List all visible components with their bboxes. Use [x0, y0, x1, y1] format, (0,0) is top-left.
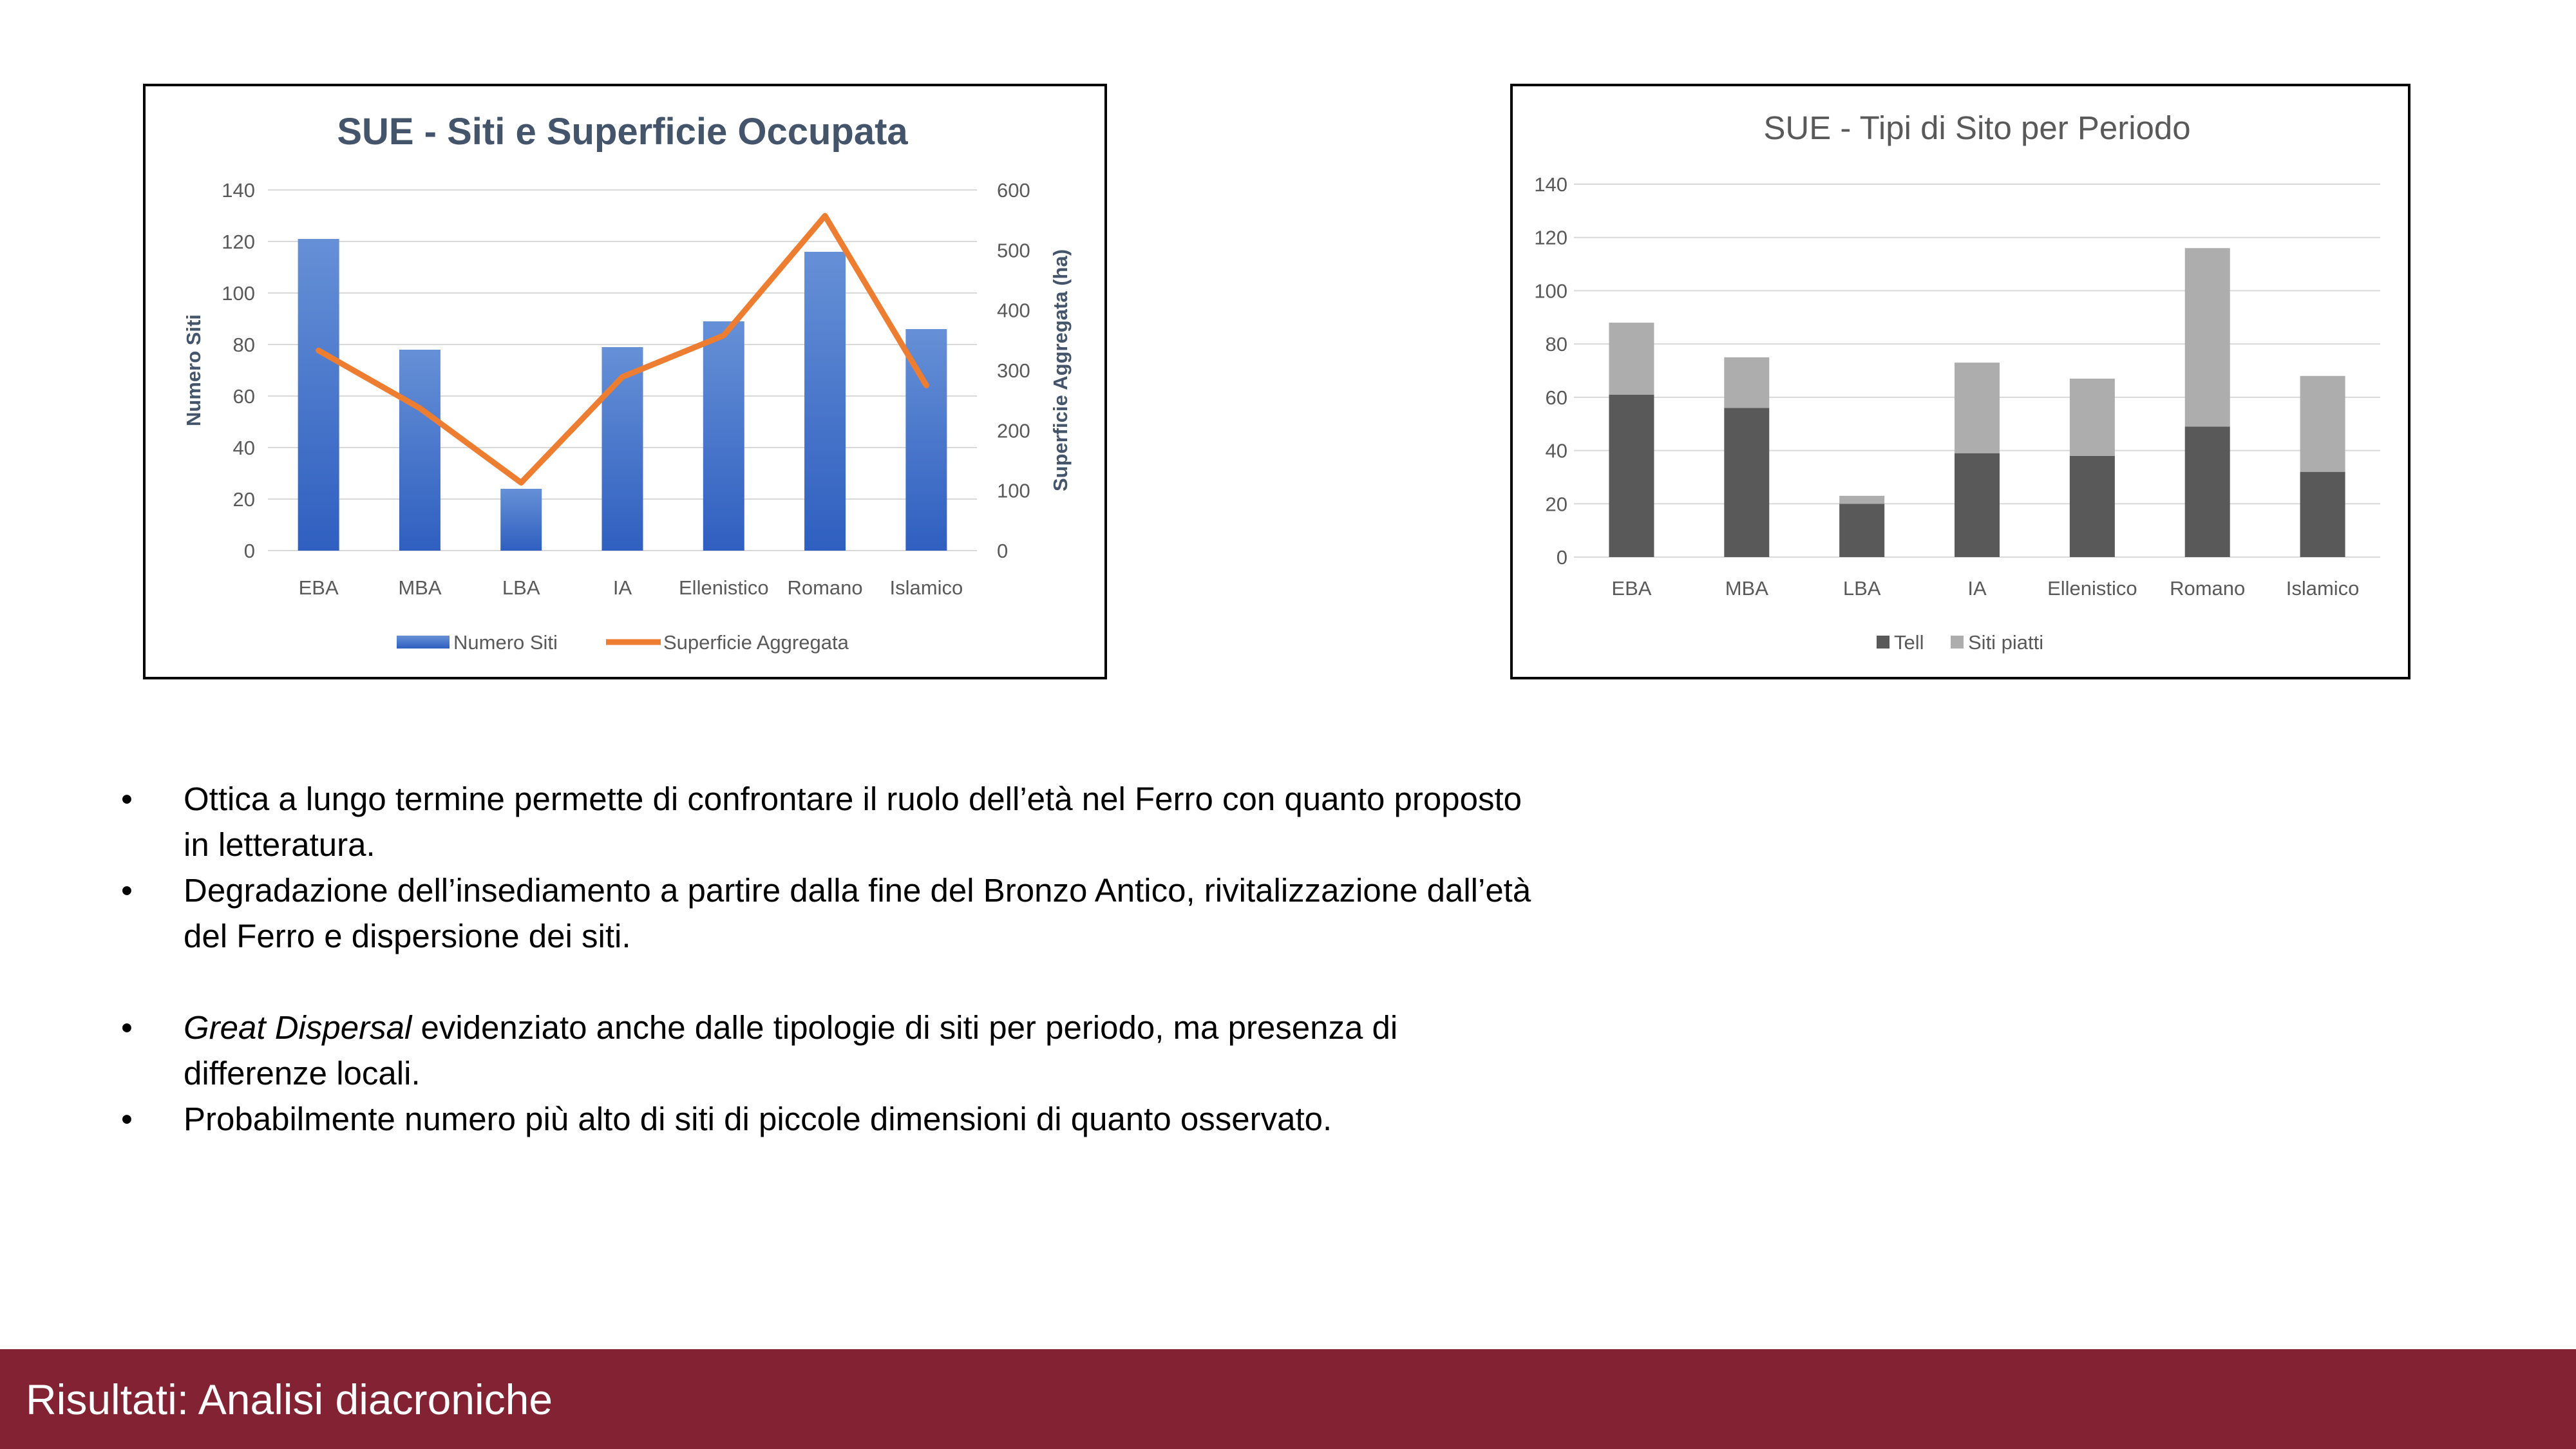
legend-swatch-siti-piatti: [1951, 636, 1964, 649]
y-tick-label: 100: [1534, 279, 1567, 302]
bullet-text: Ottica a lungo termine permette di confr…: [184, 781, 1522, 863]
bar-siti-piatti: [1839, 495, 1885, 504]
x-tick-label: MBA: [398, 576, 442, 599]
y2-tick-label: 600: [997, 179, 1030, 202]
bullet-item: Degradazione dell’insediamento a partire…: [116, 867, 1533, 959]
bullet-item: Great Dispersal evidenziato anche dalle …: [116, 1005, 1533, 1096]
chart-siti-superficie-svg: SUE - Siti e Superficie Occupata 0 20 40 60 8…: [182, 111, 1072, 654]
y2-tick-label: 500: [997, 239, 1030, 261]
y-tick-label: 60: [1546, 386, 1567, 409]
x-tick-label: Romano: [787, 576, 862, 599]
y2-tick-label: 400: [997, 299, 1030, 322]
line-superficie-aggregata: [316, 213, 929, 486]
bullet-list: Ottica a lungo termine permette di confr…: [116, 776, 1533, 1142]
bar-tell: [1724, 408, 1770, 557]
x-tick-label: Romano: [2170, 577, 2245, 600]
bullet-item: Probabilmente numero più alto di siti di…: [116, 1096, 1533, 1142]
bullet-text: evidenziato anche dalle tipologie di sit…: [184, 1009, 1398, 1092]
x-tick-label: IA: [613, 576, 632, 599]
bar-tell: [1839, 504, 1885, 557]
slide-title: Risultati: Analisi diacroniche: [26, 1376, 553, 1423]
bar-siti-piatti: [1724, 357, 1770, 408]
bar-numero-siti: [500, 489, 542, 551]
legend-label-numero-siti: Numero Siti: [453, 631, 558, 654]
bullet-text: Degradazione dell’insediamento a partire…: [184, 872, 1531, 954]
bar-tell: [1609, 394, 1654, 557]
x-tick-label: EBA: [1611, 577, 1651, 600]
x-tick-label: LBA: [1843, 577, 1881, 600]
bar-siti-piatti: [2300, 375, 2345, 472]
y-axis-label: Numero Siti: [182, 314, 205, 426]
y-tick-label: 40: [233, 437, 255, 459]
bullet-emphasis: Great Dispersal: [184, 1009, 412, 1046]
y-tick-label: 120: [1534, 227, 1567, 249]
y-tick-label: 0: [1557, 546, 1567, 569]
bar-tell: [2069, 455, 2115, 557]
bar-siti-piatti: [1955, 363, 2000, 453]
y-tick-label: 100: [222, 282, 255, 305]
bar-tell: [2300, 471, 2345, 557]
y-tick-label: 20: [1546, 493, 1567, 515]
x-tick-label: EBA: [299, 576, 339, 599]
y-tick-label: 20: [233, 488, 255, 511]
bar-tell: [2184, 426, 2230, 557]
y-tick-label: 60: [233, 385, 255, 408]
legend-swatch-tell: [1877, 636, 1889, 649]
chart-tipi-sito: SUE - Tipi di Sito per Periodo 0 20 40 60 80 1…: [1510, 84, 2410, 679]
chart-siti-superficie: SUE - Siti e Superficie Occupata 0 20 40 60 8…: [143, 84, 1107, 679]
y-tick-label: 0: [244, 540, 255, 562]
y2-tick-label: 300: [997, 359, 1030, 382]
bar-numero-siti: [298, 239, 339, 551]
y2-axis-label: Superficie Aggregata (ha): [1049, 249, 1072, 491]
x-tick-label: Ellenistico: [2047, 577, 2137, 600]
bar-tell: [1955, 453, 2000, 557]
x-tick-label: LBA: [502, 576, 540, 599]
bullet-item: Ottica a lungo termine permette di confr…: [116, 776, 1533, 867]
chart-title: SUE - Siti e Superficie Occupata: [337, 111, 908, 153]
chart-tipi-sito-svg: SUE - Tipi di Sito per Periodo 0 20 40 60 80 1…: [1534, 109, 2380, 654]
legend-label-siti-piatti: Siti piatti: [1968, 631, 2043, 654]
bar-siti-piatti: [1609, 323, 1654, 395]
y2-tick-label: 100: [997, 480, 1030, 502]
bar-siti-piatti: [2184, 248, 2230, 427]
x-tick-label: IA: [1967, 577, 1987, 600]
legend-swatch-numero-siti: [397, 636, 450, 649]
footer-bar: Risultati: Analisi diacroniche: [0, 1349, 2576, 1449]
y2-tick-label: 0: [997, 540, 1008, 562]
x-tick-label: MBA: [1725, 577, 1769, 600]
bullet-text: Probabilmente numero più alto di siti di…: [184, 1101, 1332, 1137]
y-tick-label: 80: [1546, 333, 1567, 355]
legend-label-tell: Tell: [1894, 631, 1924, 654]
bar-numero-siti: [804, 252, 846, 551]
chart-title: SUE - Tipi di Sito per Periodo: [1763, 109, 2190, 146]
x-tick-label: Islamico: [890, 576, 963, 599]
bar-numero-siti: [399, 350, 440, 551]
legend-label-superficie: Superficie Aggregata: [663, 631, 849, 654]
y-tick-label: 120: [222, 231, 255, 253]
y2-tick-label: 200: [997, 419, 1030, 442]
y-tick-label: 80: [233, 334, 255, 356]
x-tick-label: Islamico: [2286, 577, 2360, 600]
y-tick-label: 140: [1534, 173, 1567, 196]
y-tick-label: 140: [222, 179, 255, 202]
y-tick-label: 40: [1546, 440, 1567, 462]
bar-numero-siti: [703, 321, 744, 551]
bar-siti-piatti: [2069, 378, 2115, 456]
x-tick-label: Ellenistico: [679, 576, 769, 599]
